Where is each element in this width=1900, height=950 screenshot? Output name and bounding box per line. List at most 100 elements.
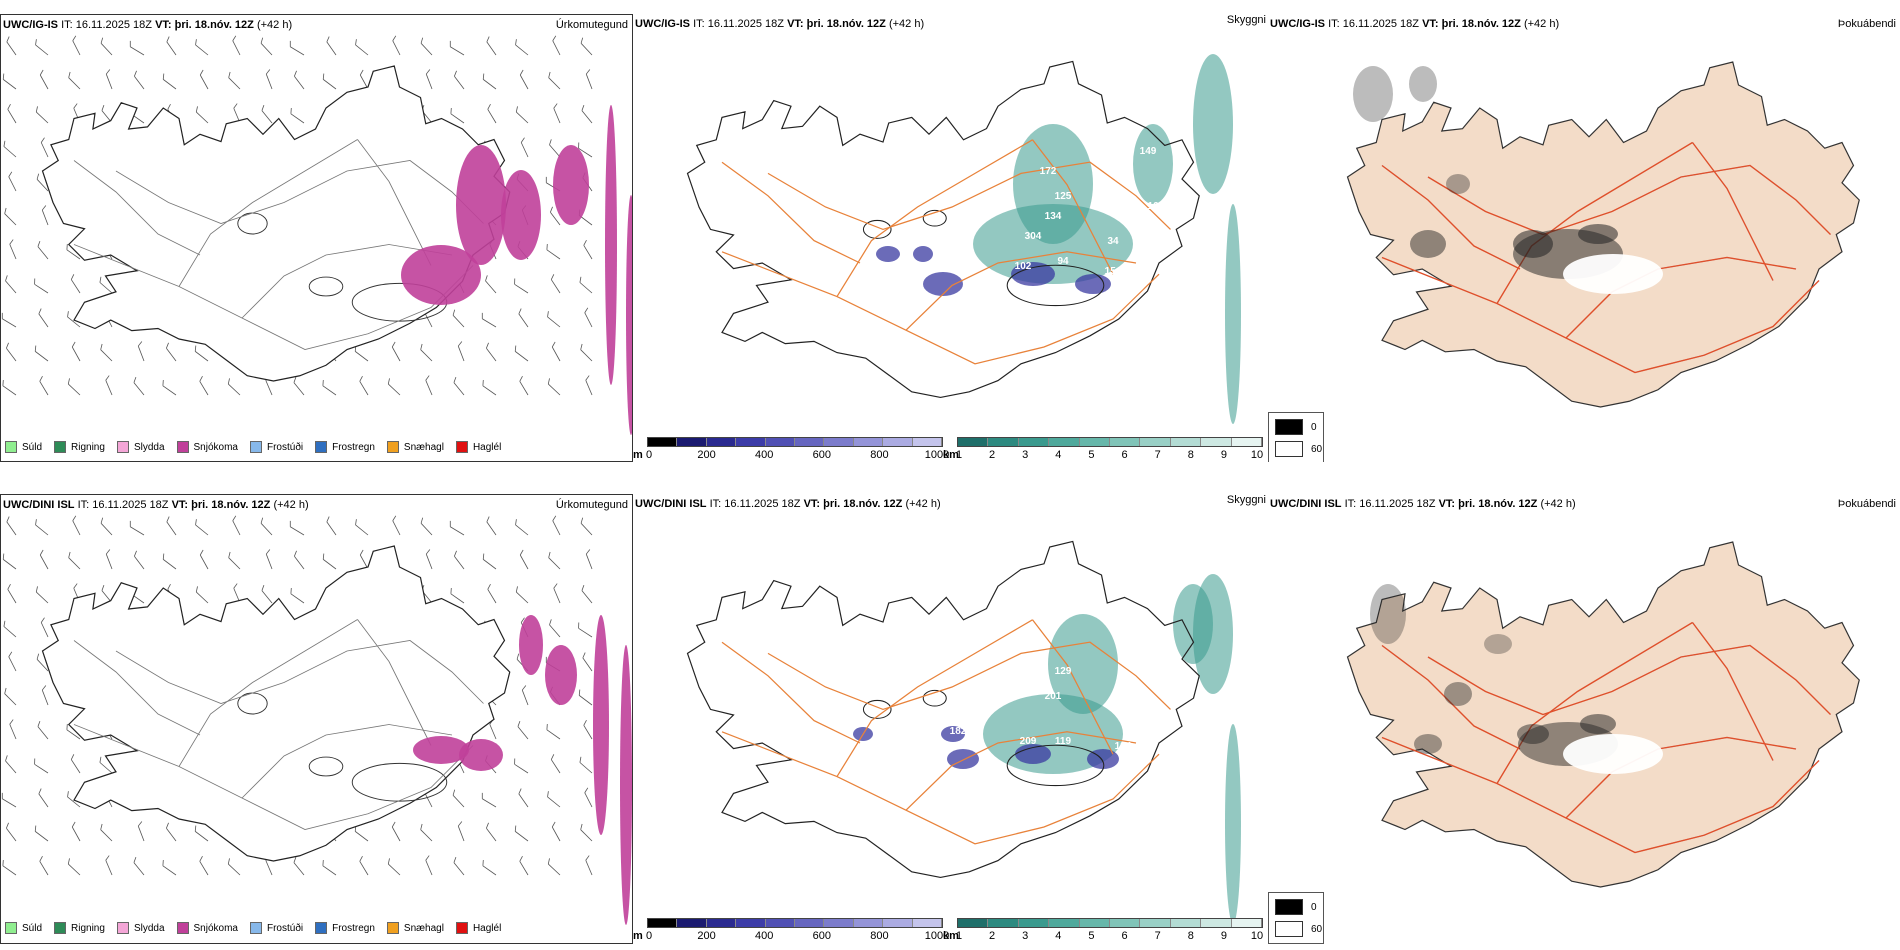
- barb-flag: [322, 379, 324, 386]
- barb-flag: [9, 719, 14, 725]
- barb-staff: [548, 383, 561, 396]
- colorbar-tick: 200: [697, 930, 716, 942]
- legend-swatch: [315, 922, 328, 934]
- wind-barb: [552, 515, 561, 536]
- wind-barb: [40, 617, 49, 638]
- barb-staff: [482, 865, 497, 876]
- colorbar-step: [853, 919, 884, 927]
- coastline: [41, 545, 511, 862]
- low-visibility-area: [1225, 204, 1241, 424]
- legend-label: Frostúði: [266, 922, 304, 934]
- barb-flag: [6, 516, 10, 523]
- barb-flag: [7, 103, 11, 110]
- barb-staff: [232, 520, 241, 536]
- wind-barb: [420, 517, 433, 536]
- wind-barb: [583, 719, 593, 740]
- glacier-outline: [862, 219, 892, 239]
- barb-flag: [518, 308, 522, 315]
- fog-indicator-area: [1513, 230, 1553, 258]
- barb-staff: [199, 381, 209, 396]
- colorbar-step: [765, 919, 796, 927]
- snow-area: [593, 615, 609, 835]
- barb-flag: [545, 176, 547, 183]
- barb-flag: [584, 307, 589, 313]
- barb-staff: [548, 77, 561, 90]
- colorbar-step: [1231, 919, 1263, 927]
- snow-area: [519, 615, 543, 675]
- barb-staff: [485, 280, 497, 294]
- wind-barb: [519, 375, 529, 396]
- barb-flag: [579, 276, 582, 283]
- wind-barb: [585, 375, 593, 396]
- barb-flag: [454, 70, 457, 77]
- fog-indicator-area: [1580, 714, 1616, 734]
- barb-staff: [105, 380, 113, 396]
- barb-flag: [137, 341, 143, 347]
- barb-flag: [162, 379, 164, 386]
- barb-staff: [359, 861, 369, 876]
- barb-staff: [582, 657, 593, 672]
- barb-flag: [105, 69, 111, 75]
- fog-legend-label: 0: [1311, 901, 1317, 913]
- barb-flag: [359, 855, 363, 862]
- barb-staff: [553, 108, 561, 124]
- colorbar-step: [736, 919, 766, 927]
- barb-staff: [36, 179, 49, 192]
- barb-flag: [551, 341, 556, 348]
- barb-staff: [68, 557, 81, 570]
- barb-flag: [487, 103, 491, 110]
- ceiling-value-label: 201: [1045, 691, 1062, 702]
- colorbar-step: [1201, 438, 1232, 446]
- wind-barb: [166, 516, 177, 536]
- wind-barb: [578, 142, 593, 158]
- barb-staff: [199, 74, 209, 90]
- colorbar-step: [883, 438, 913, 446]
- barb-flag: [420, 37, 424, 44]
- barb-flag: [105, 549, 111, 555]
- legend-swatch: [54, 441, 67, 453]
- wind-barb: [453, 376, 465, 396]
- colorbar-step: [736, 438, 766, 446]
- barb-staff: [130, 46, 145, 56]
- barb-flag: [228, 71, 231, 78]
- wind-barb: [452, 789, 465, 808]
- wind-barb: [100, 37, 113, 56]
- barb-staff: [322, 865, 337, 876]
- wind-barb: [8, 651, 17, 672]
- road-line: [1691, 142, 1774, 281]
- wind-barb: [39, 69, 49, 90]
- wind-barb: [579, 756, 593, 774]
- barb-flag: [8, 171, 13, 177]
- barb-staff: [519, 554, 529, 570]
- snow-area: [620, 645, 632, 925]
- precip-legend-item: Súld: [5, 922, 42, 934]
- wind-barb: [100, 343, 113, 362]
- wind-barb: [5, 755, 17, 774]
- barb-flag: [36, 173, 40, 180]
- barb-flag: [548, 71, 551, 78]
- fog-indicator-area: [1517, 724, 1549, 744]
- wind-barb: [519, 69, 529, 90]
- wind-barb: [105, 855, 113, 876]
- barb-staff: [425, 860, 433, 876]
- barb-staff: [162, 559, 177, 570]
- colorbar-tick: 3: [1022, 449, 1029, 461]
- ceiling-value-label: 94: [1057, 256, 1069, 267]
- barb-flag: [514, 278, 516, 285]
- wind-barb: [195, 106, 209, 124]
- lead-time: (+42 h): [905, 498, 941, 510]
- low-visibility-area: [1225, 724, 1241, 924]
- panel-header: UWC/IG-IS IT: 16.11.2025 18Z VT: þri. 18…: [635, 18, 924, 30]
- wind-barb: [260, 517, 273, 536]
- it-label: IT:: [709, 498, 722, 510]
- barb-flag: [71, 341, 76, 348]
- barb-flag: [515, 39, 517, 45]
- wind-barb: [2, 859, 17, 876]
- barb-flag: [425, 375, 430, 381]
- barb-staff: [71, 826, 81, 842]
- legend-label: Súld: [22, 441, 43, 453]
- lead-time: (+42 h): [1540, 498, 1576, 510]
- wind-barb: [549, 619, 561, 638]
- wind-barb: [265, 549, 273, 570]
- colorbar-tick: 2: [989, 930, 996, 942]
